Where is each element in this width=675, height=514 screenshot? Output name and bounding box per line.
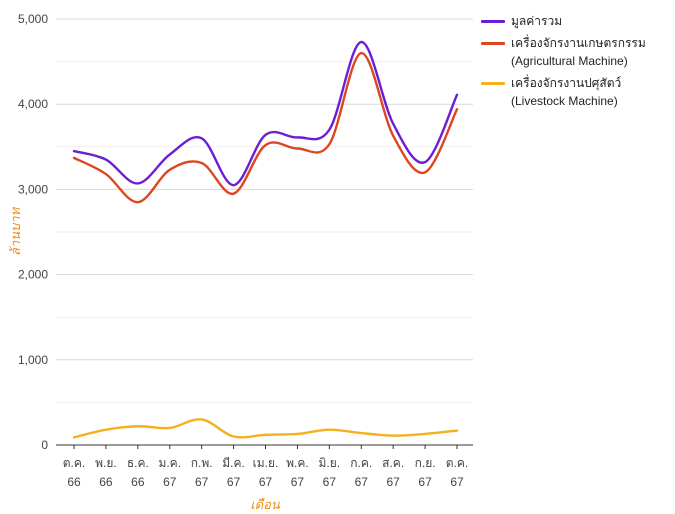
y-tick-label: 5,000: [18, 12, 48, 26]
x-tick-label-month: ก.ย.: [415, 456, 436, 470]
x-tick-label-month: ธ.ค.: [127, 456, 149, 470]
y-axis-ticks: 0 1,000 2,000 3,000 4,000 5,000: [18, 12, 48, 452]
x-tick-label-month: พ.ค.: [286, 456, 309, 470]
x-tick-label-month: ส.ค.: [382, 456, 404, 470]
x-tick-label-year: 67: [227, 475, 241, 489]
series-line-0: [72, 40, 459, 187]
x-tick-label-month: มี.ค.: [222, 456, 245, 470]
legend-swatch: [481, 20, 505, 23]
x-tick-label-month: ม.ค.: [158, 456, 181, 470]
legend-item: เครื่องจักรงานเกษตรกรรม (Agricultural Ma…: [481, 34, 671, 70]
legend-swatch: [481, 42, 505, 45]
x-axis-ticks: ต.ค. 66 พ.ย. 66 ธ.ค. 66 ม.ค. 67 ก.พ. 67 มี.ค. 67 เม.…: [63, 445, 469, 489]
x-tick-label-month: ก.พ.: [191, 456, 213, 470]
x-tick-label-year: 67: [163, 475, 177, 489]
x-tick-label-month: มิ.ย.: [319, 456, 341, 470]
x-tick-label-month: ต.ค.: [63, 456, 86, 470]
x-tick-label-year: 67: [386, 475, 400, 489]
x-tick-label-year: 67: [450, 475, 464, 489]
x-tick-label-month: เม.ย.: [253, 456, 279, 470]
x-tick-label-month: ก.ค.: [350, 456, 372, 470]
chart-legend: มูลค่ารวมเครื่องจักรงานเกษตรกรรม (Agricu…: [481, 12, 671, 114]
series-lines: [72, 40, 459, 439]
x-tick-label-month: ต.ค.: [446, 456, 469, 470]
grid-lines: [56, 18, 473, 403]
x-tick-label-year: 67: [195, 475, 209, 489]
y-tick-label: 1,000: [18, 353, 48, 367]
x-tick-label-year: 67: [323, 475, 337, 489]
x-tick-label-year: 67: [259, 475, 273, 489]
y-tick-label: 2,000: [18, 268, 48, 282]
y-tick-label: 3,000: [18, 182, 48, 196]
y-tick-label: 0: [41, 438, 48, 452]
x-tick-label-year: 67: [291, 475, 305, 489]
y-axis-title: ล้านบาท: [8, 206, 23, 256]
legend-label: มูลค่ารวม: [511, 14, 563, 28]
x-tick-label-year: 66: [131, 475, 145, 489]
legend-item: เครื่องจักรงานปศุสัตว์ (Livestock Machin…: [481, 74, 671, 110]
x-tick-label-year: 67: [355, 475, 369, 489]
series-line-2: [72, 418, 459, 439]
x-tick-label-month: พ.ย.: [95, 456, 117, 470]
legend-swatch: [481, 82, 505, 85]
series-line-1: [72, 51, 459, 204]
legend-item: มูลค่ารวม: [481, 12, 671, 30]
legend-label: เครื่องจักรงานเกษตรกรรม (Agricultural Ma…: [511, 36, 646, 68]
x-tick-label-year: 66: [67, 475, 81, 489]
x-tick-label-year: 66: [99, 475, 113, 489]
legend-label: เครื่องจักรงานปศุสัตว์ (Livestock Machin…: [511, 76, 622, 108]
x-tick-label-year: 67: [418, 475, 432, 489]
x-axis-title: เดือน: [250, 497, 281, 512]
y-tick-label: 4,000: [18, 97, 48, 111]
